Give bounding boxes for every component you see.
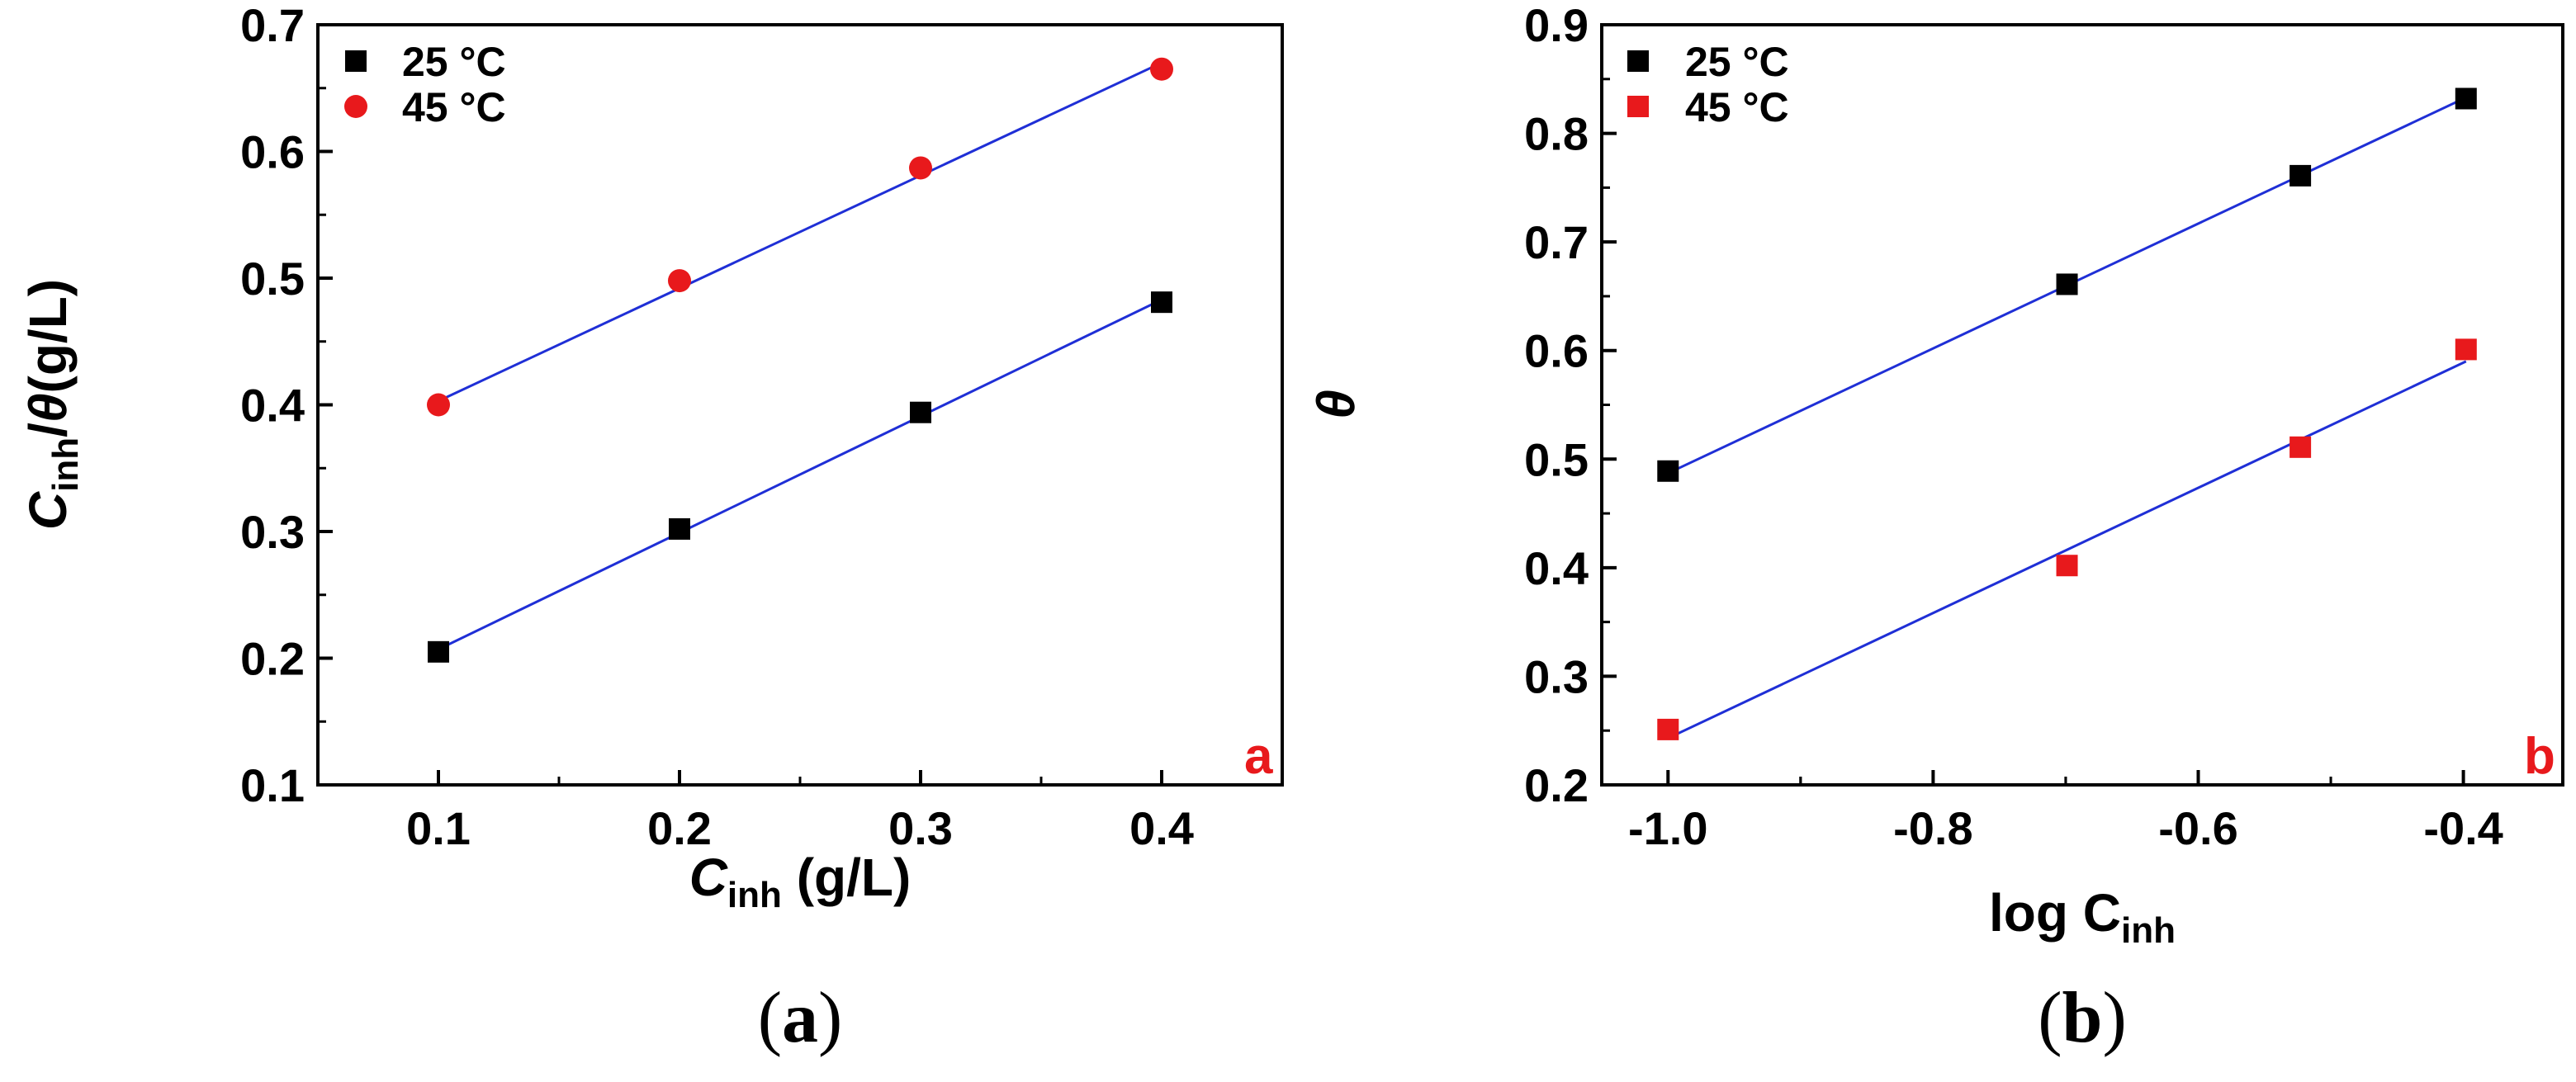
x-tick-label: -0.6: [2158, 802, 2238, 854]
y-tick-label: 0.6: [1524, 325, 1589, 377]
data-point-25: [1151, 291, 1172, 314]
y-tick-label: 0.7: [240, 0, 305, 51]
x-label-tail: (g/L): [782, 848, 911, 907]
x-axis-label: log Cinh: [1989, 883, 2176, 951]
legend: 25 °C 45 °C: [344, 39, 506, 130]
legend-label-45: 45 °C: [1685, 84, 1789, 130]
fit-lines: [1667, 96, 2467, 739]
legend-label-25: 25 °C: [402, 39, 506, 85]
data-point-25: [910, 401, 931, 423]
data-point-25: [428, 640, 449, 663]
legend: 25 °C 45 °C: [1627, 39, 1789, 130]
legend-marker-25: [345, 50, 367, 72]
x-tick-label: -1.0: [1628, 802, 1708, 854]
panel-caption: (b): [2038, 978, 2127, 1058]
y-axis-label: Cinh/θ(g/L): [18, 279, 86, 530]
y-axis-label: θ: [1306, 390, 1366, 419]
y-tick-label: 0.4: [240, 380, 305, 432]
y-tick-label: 0.2: [1524, 759, 1589, 811]
y-tick-label: 0.9: [1524, 0, 1589, 51]
y-tick-label: 0.3: [1524, 650, 1589, 702]
caption-letter: b: [2062, 978, 2103, 1058]
x-label-main: C: [689, 848, 728, 907]
y-tick-label: 0.6: [240, 126, 305, 178]
y-label-theta: θ: [18, 393, 78, 423]
data-point-25: [2056, 273, 2078, 295]
y-label-sub: inh: [45, 437, 86, 492]
panel-b: -1.0 -0.8 -0.6 -0.4 0.2 0.3 0.4 0.5 0.6 0.7 0.8 0.9…: [1306, 0, 2564, 1058]
data-point-45: [668, 269, 691, 293]
caption-letter: a: [782, 978, 818, 1058]
x-label-sub: inh: [727, 875, 782, 915]
y-tick-label: 0.4: [1524, 542, 1589, 594]
x-tick-label: 0.4: [1129, 802, 1194, 854]
fit-line-45: [438, 61, 1163, 403]
data-points: [427, 57, 1173, 663]
y-tick-label: 0.5: [240, 253, 305, 305]
data-point-45: [1150, 57, 1173, 81]
x-tick-label: 0.1: [406, 802, 471, 854]
data-point-25: [2290, 164, 2312, 187]
data-point-45: [427, 393, 450, 417]
x-label-main: log C: [1989, 883, 2121, 943]
legend-marker-45: [1627, 96, 1649, 117]
data-point-45: [2290, 436, 2312, 458]
legend-marker-45: [344, 95, 367, 118]
data-point-45: [909, 156, 932, 180]
data-point-45: [2455, 338, 2477, 361]
x-tick-label: 0.2: [647, 802, 712, 854]
x-axis-label: Cinh (g/L): [689, 848, 912, 915]
y-tick-label: 0.5: [1524, 433, 1589, 485]
plot-frame: [316, 23, 1284, 787]
data-points: [1657, 87, 2477, 740]
data-point-25: [669, 517, 690, 540]
legend-label-45: 45 °C: [402, 84, 506, 130]
legend-marker-25: [1627, 50, 1649, 72]
y-tick-label: 0.8: [1524, 108, 1589, 160]
axis-ticks: 0.1 0.2 0.3 0.4 0.1 0.2 0.3 0.4 0.5 0.6 0.7: [240, 0, 1194, 854]
x-tick-label: -0.8: [1893, 802, 1973, 854]
panel-caption: (a): [758, 978, 843, 1058]
panel-a: 0.1 0.2 0.3 0.4 0.1 0.2 0.3 0.4 0.5 0.6 0.7 25 °C …: [18, 0, 1284, 1058]
legend-label-25: 25 °C: [1685, 39, 1789, 85]
plot-frame: [1600, 23, 2564, 787]
y-tick-label: 0.3: [240, 506, 305, 558]
x-tick-label: -0.4: [2423, 802, 2503, 854]
axis-ticks: -1.0 -0.8 -0.6 -0.4 0.2 0.3 0.4 0.5 0.6 0.7 0.8 0.9: [1524, 0, 2503, 854]
fit-lines: [438, 61, 1163, 651]
data-point-45: [2056, 555, 2078, 577]
y-label-main: C: [18, 491, 78, 530]
fit-line-45: [1667, 360, 2467, 739]
y-label-slash: /: [18, 423, 78, 437]
data-point-25: [1657, 460, 1679, 482]
panel-corner-label: b: [2524, 728, 2555, 785]
x-tick-label: 0.3: [888, 802, 953, 854]
y-tick-label: 0.2: [240, 633, 305, 685]
panel-corner-label: a: [1244, 728, 1273, 785]
fit-line-25: [438, 298, 1163, 651]
data-point-25: [2455, 87, 2477, 110]
y-label-tail: (g/L): [18, 279, 78, 394]
y-tick-label: 0.7: [1524, 216, 1589, 268]
x-label-sub: inh: [2121, 910, 2176, 951]
data-point-45: [1657, 718, 1679, 740]
y-tick-label: 0.1: [240, 759, 305, 811]
